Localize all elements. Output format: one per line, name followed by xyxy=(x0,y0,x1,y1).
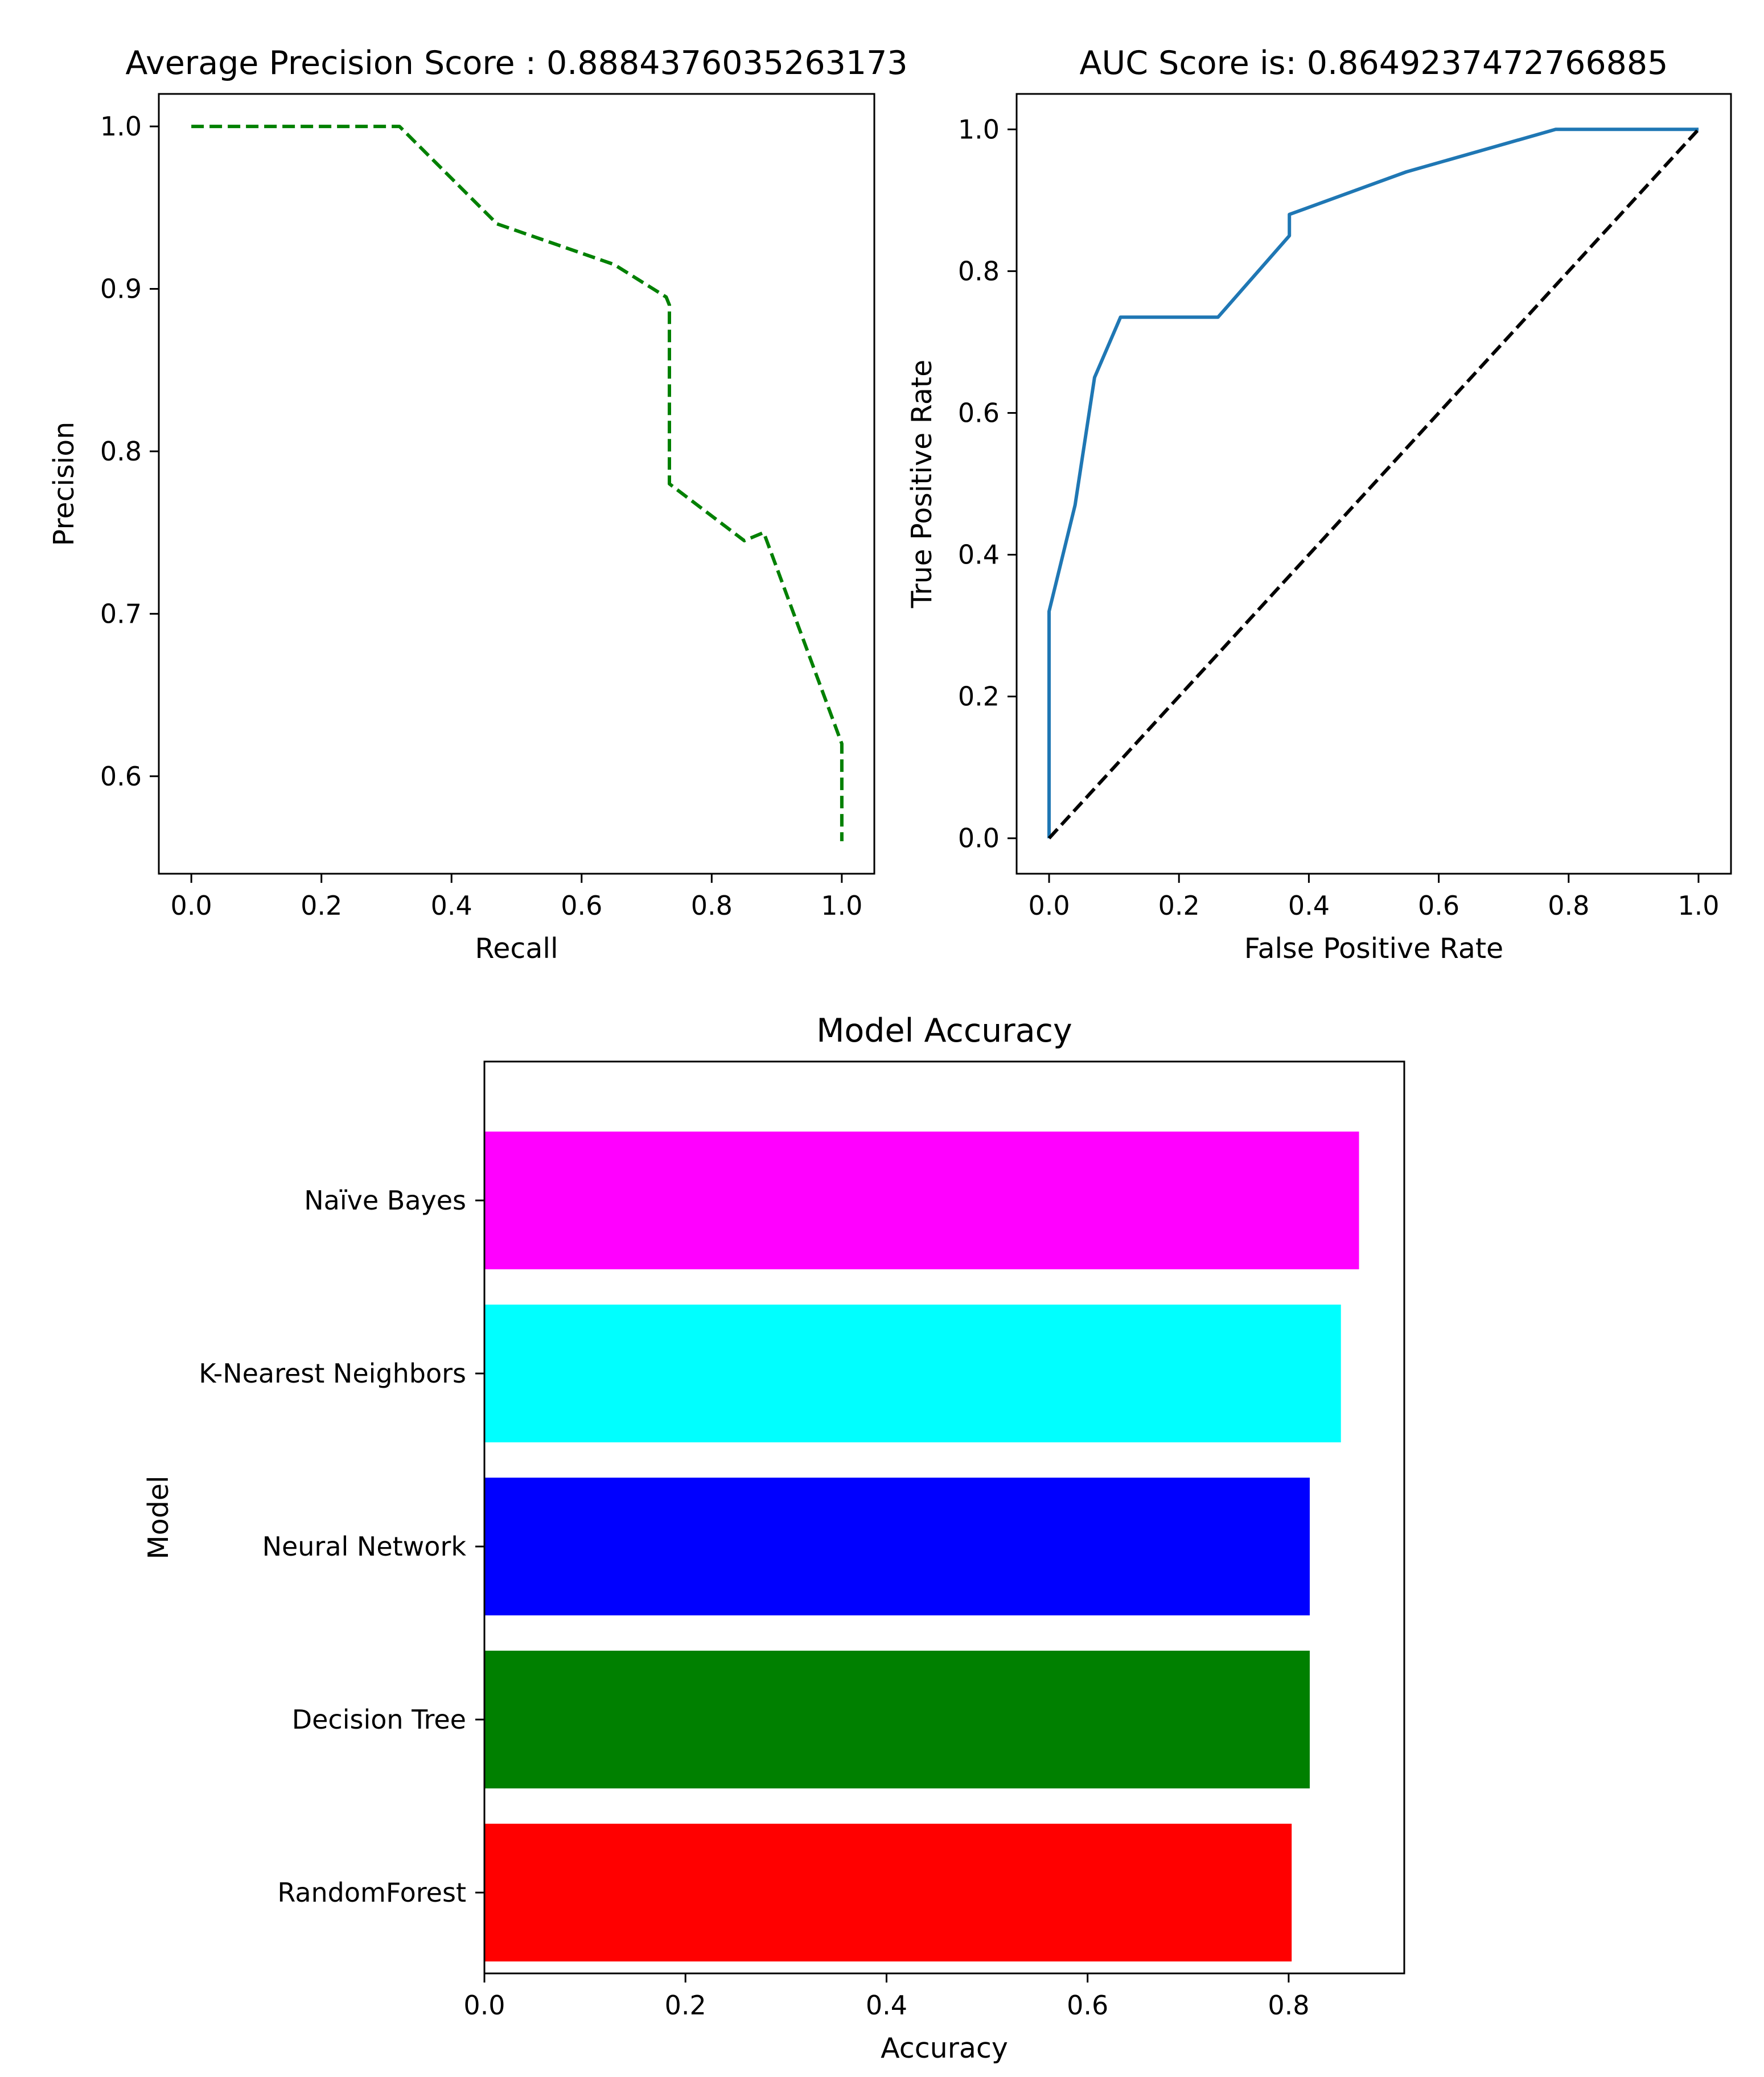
model-accuracy-bars xyxy=(484,1132,1359,1961)
precision-recall-x-ticks: 0.0 0.2 0.4 0.6 0.8 1.0 xyxy=(171,874,862,921)
category-tick-label: K-Nearest Neighbors xyxy=(199,1358,466,1389)
precision-recall-y-ticks: 0.6 0.7 0.8 0.9 1.0 xyxy=(100,111,159,792)
accuracy-axis-label: Accuracy xyxy=(881,2032,1008,2064)
roc-x-tick-label: 0.0 xyxy=(1028,890,1070,921)
pr-x-tick-label: 0.2 xyxy=(301,890,342,921)
roc-plot-area xyxy=(1047,128,1700,840)
recall-axis-label: Recall xyxy=(475,932,558,965)
model-accuracy-chart: Model Accuracy 0.0 0.2 0.4 0.6 0.8 RandomFor… xyxy=(142,1012,1405,2064)
precision-recall-axes-frame xyxy=(158,93,875,875)
category-tick-label: Decision Tree xyxy=(292,1704,466,1735)
category-tick-label: RandomForest xyxy=(277,1877,466,1908)
pr-series-line-0 xyxy=(191,125,844,841)
roc-series-line-1 xyxy=(1047,128,1700,840)
roc-x-tick-label: 0.8 xyxy=(1548,890,1589,921)
roc-x-tick-label: 0.6 xyxy=(1418,890,1459,921)
model-accuracy-x-ticks: 0.0 0.2 0.4 0.6 0.8 xyxy=(463,1973,1309,2021)
pr-x-tick-label: 0.6 xyxy=(561,890,602,921)
pr-y-tick-label: 0.6 xyxy=(100,761,142,792)
roc-x-ticks: 0.0 0.2 0.4 0.6 0.8 1.0 xyxy=(1028,874,1720,921)
roc-y-ticks: 0.0 0.2 0.4 0.6 0.8 1.0 xyxy=(958,114,1017,854)
roc-y-tick-label: 1.0 xyxy=(958,114,1000,145)
roc-y-tick-label: 0.6 xyxy=(958,397,1000,428)
pr-x-tick-label: 1.0 xyxy=(821,890,862,921)
accuracy-bar xyxy=(484,1305,1341,1442)
pr-x-tick-label: 0.4 xyxy=(431,890,472,921)
precision-recall-title: Average Precision Score : 0.888437603526… xyxy=(125,44,907,82)
pr-y-tick-label: 0.7 xyxy=(100,598,142,629)
pr-y-tick-label: 0.9 xyxy=(100,274,142,305)
model-accuracy-title: Model Accuracy xyxy=(816,1012,1072,1050)
roc-y-tick-label: 0.2 xyxy=(958,681,1000,712)
false-positive-rate-axis-label: False Positive Rate xyxy=(1244,932,1503,965)
accuracy-x-tick-label: 0.2 xyxy=(665,1990,706,2021)
accuracy-bar xyxy=(484,1651,1310,1788)
pr-y-tick-label: 0.8 xyxy=(100,436,142,467)
accuracy-x-tick-label: 0.0 xyxy=(463,1990,505,2021)
model-accuracy-category-ticks: RandomForest Decision Tree Neural Network K… xyxy=(199,1185,484,1908)
pr-x-tick-label: 0.8 xyxy=(691,890,733,921)
accuracy-x-tick-label: 0.4 xyxy=(866,1990,907,2021)
category-tick-label: Neural Network xyxy=(262,1531,467,1562)
accuracy-x-tick-label: 0.8 xyxy=(1268,1990,1309,2021)
roc-axes-frame xyxy=(1015,93,1732,875)
true-positive-rate-axis-label: True Positive Rate xyxy=(906,360,938,608)
roc-y-tick-label: 0.8 xyxy=(958,256,1000,286)
pr-x-tick-label: 0.0 xyxy=(171,890,212,921)
model-axis-label: Model xyxy=(142,1475,175,1559)
roc-chart: AUC Score is: 0.8649237472766885 0.0 0.2 0… xyxy=(906,44,1732,965)
model-accuracy-axes-frame xyxy=(483,1060,1405,1975)
precision-recall-plot-area xyxy=(191,125,844,841)
category-tick-label: Naïve Bayes xyxy=(304,1185,466,1216)
roc-x-tick-label: 0.4 xyxy=(1288,890,1330,921)
roc-title: AUC Score is: 0.8649237472766885 xyxy=(1080,44,1668,82)
accuracy-x-tick-label: 0.6 xyxy=(1067,1990,1108,2021)
pr-y-tick-label: 1.0 xyxy=(100,111,142,142)
accuracy-bar xyxy=(484,1132,1359,1269)
accuracy-bar xyxy=(484,1478,1310,1615)
roc-y-tick-label: 0.4 xyxy=(958,540,1000,570)
roc-y-tick-label: 0.0 xyxy=(958,823,1000,854)
roc-series-line-0 xyxy=(1047,128,1699,838)
precision-recall-chart: Average Precision Score : 0.888437603526… xyxy=(48,44,908,965)
accuracy-bar xyxy=(484,1824,1292,1961)
precision-axis-label: Precision xyxy=(48,422,80,546)
roc-x-tick-label: 0.2 xyxy=(1158,890,1200,921)
roc-x-tick-label: 1.0 xyxy=(1677,890,1719,921)
